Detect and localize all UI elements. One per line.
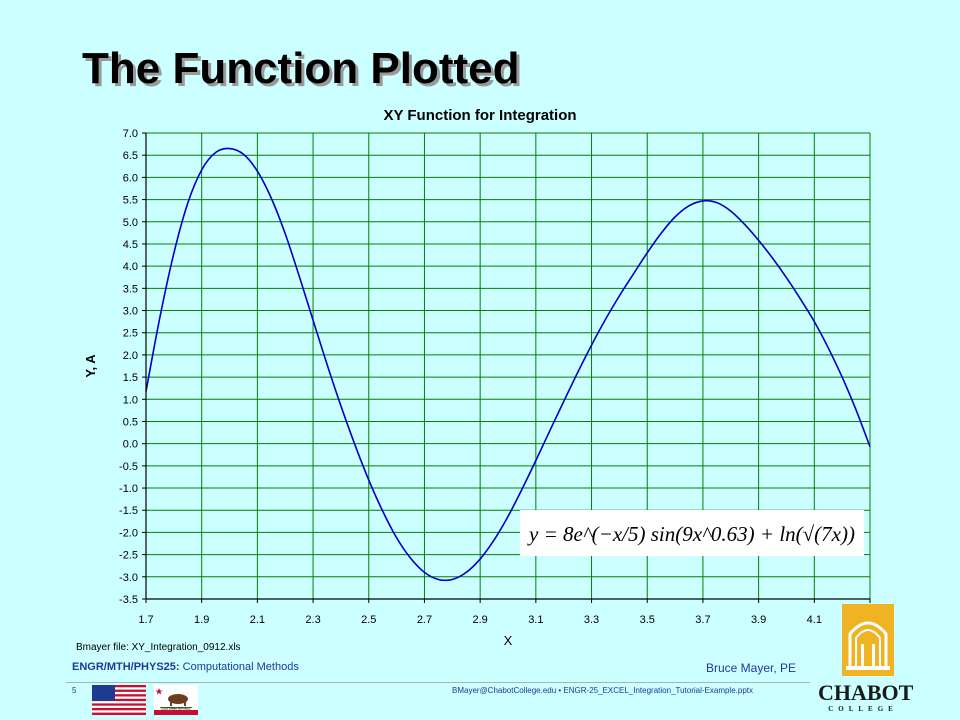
x-tick-label: 2.7 bbox=[417, 614, 432, 626]
y-tick-label: 1.0 bbox=[123, 394, 138, 406]
file-note: Bmayer file: XY_Integration_0912.xls bbox=[76, 642, 241, 653]
x-tick-label: 3.3 bbox=[584, 614, 599, 626]
slide-number: 5 bbox=[72, 686, 77, 695]
california-flag-text: CALIFORNIA REPUBLIC bbox=[161, 707, 191, 711]
footer-course-code: ENGR/MTH/PHYS25: bbox=[72, 661, 180, 673]
y-tick-label: -1.0 bbox=[119, 483, 138, 495]
y-axis-ticks: 7.0 6.5 6.0 5.5 5.0 4.5 4.0 3.5 3.0 2.5 2.0 1.5 1.0 0… bbox=[119, 128, 146, 606]
x-tick-label: 2.1 bbox=[250, 614, 265, 626]
y-tick-label: 3.0 bbox=[123, 306, 138, 318]
x-tick-label: 1.9 bbox=[194, 614, 209, 626]
y-tick-label: 4.5 bbox=[123, 239, 138, 251]
x-tick-label: 2.9 bbox=[473, 614, 488, 626]
y-axis-label: Y, A bbox=[83, 354, 98, 378]
x-tick-label: 3.5 bbox=[640, 614, 655, 626]
y-tick-label: 1.5 bbox=[123, 372, 138, 384]
formula-text: y = 8e^(−x/5) sin(9x^0.63) + ln(√(7x)) bbox=[527, 522, 855, 546]
logo-text: CHABOT bbox=[818, 680, 914, 705]
y-tick-label: -1.5 bbox=[119, 505, 138, 517]
y-tick-label: 7.0 bbox=[123, 128, 138, 140]
y-tick-label: 0.5 bbox=[123, 416, 138, 428]
footer-course-name: Computational Methods bbox=[182, 661, 299, 673]
x-tick-label: 1.7 bbox=[138, 614, 153, 626]
formula-annotation: y = 8e^(−x/5) sin(9x^0.63) + ln(√(7x)) bbox=[520, 510, 864, 556]
y-tick-label: 5.5 bbox=[123, 195, 138, 207]
y-tick-label: 2.5 bbox=[123, 328, 138, 340]
y-tick-label: 6.5 bbox=[123, 150, 138, 162]
y-tick-label: -2.5 bbox=[119, 550, 138, 562]
line-chart: XY Function for Integration 7.0 6.5 6.0 5.5… bbox=[83, 107, 878, 648]
x-tick-label: 3.7 bbox=[695, 614, 710, 626]
x-tick-label: 4.1 bbox=[807, 614, 822, 626]
y-tick-label: 3.5 bbox=[123, 283, 138, 295]
y-tick-label: -3.5 bbox=[119, 594, 138, 606]
y-tick-label: 5.0 bbox=[123, 217, 138, 229]
y-tick-label: -2.0 bbox=[119, 527, 138, 539]
series-line bbox=[145, 147, 871, 582]
chabot-logo-icon bbox=[842, 604, 894, 676]
slide-title: The Function Plotted bbox=[82, 44, 520, 93]
y-tick-label: 2.0 bbox=[123, 350, 138, 362]
y-tick-label: 6.0 bbox=[123, 172, 138, 184]
x-tick-label: 2.3 bbox=[305, 614, 320, 626]
y-tick-label: -0.5 bbox=[119, 461, 138, 473]
axes bbox=[145, 133, 870, 600]
x-axis-label: X bbox=[504, 633, 513, 648]
x-tick-label: 3.9 bbox=[751, 614, 766, 626]
y-tick-label: -3.0 bbox=[119, 572, 138, 584]
footer-course: ENGR/MTH/PHYS25: Computational Methods bbox=[72, 661, 299, 673]
footer-email: BMayer@ChabotCollege.edu • ENGR-25_EXCEL… bbox=[452, 686, 753, 695]
x-tick-label: 3.1 bbox=[528, 614, 543, 626]
us-flag-icon bbox=[92, 685, 146, 715]
logo-subtext: COLLEGE bbox=[828, 705, 898, 713]
y-tick-label: 4.0 bbox=[123, 261, 138, 273]
x-axis-ticks: 1.71.92.12.32.52.72.93.13.33.53.73.94.14… bbox=[138, 599, 878, 626]
x-tick-label: 2.5 bbox=[361, 614, 376, 626]
california-flag-icon: CALIFORNIA REPUBLIC bbox=[154, 685, 198, 715]
chart-title: XY Function for Integration bbox=[383, 107, 576, 124]
y-tick-label: 0.0 bbox=[123, 439, 138, 451]
footer-divider bbox=[66, 682, 810, 683]
footer-author: Bruce Mayer, PE bbox=[706, 661, 797, 675]
